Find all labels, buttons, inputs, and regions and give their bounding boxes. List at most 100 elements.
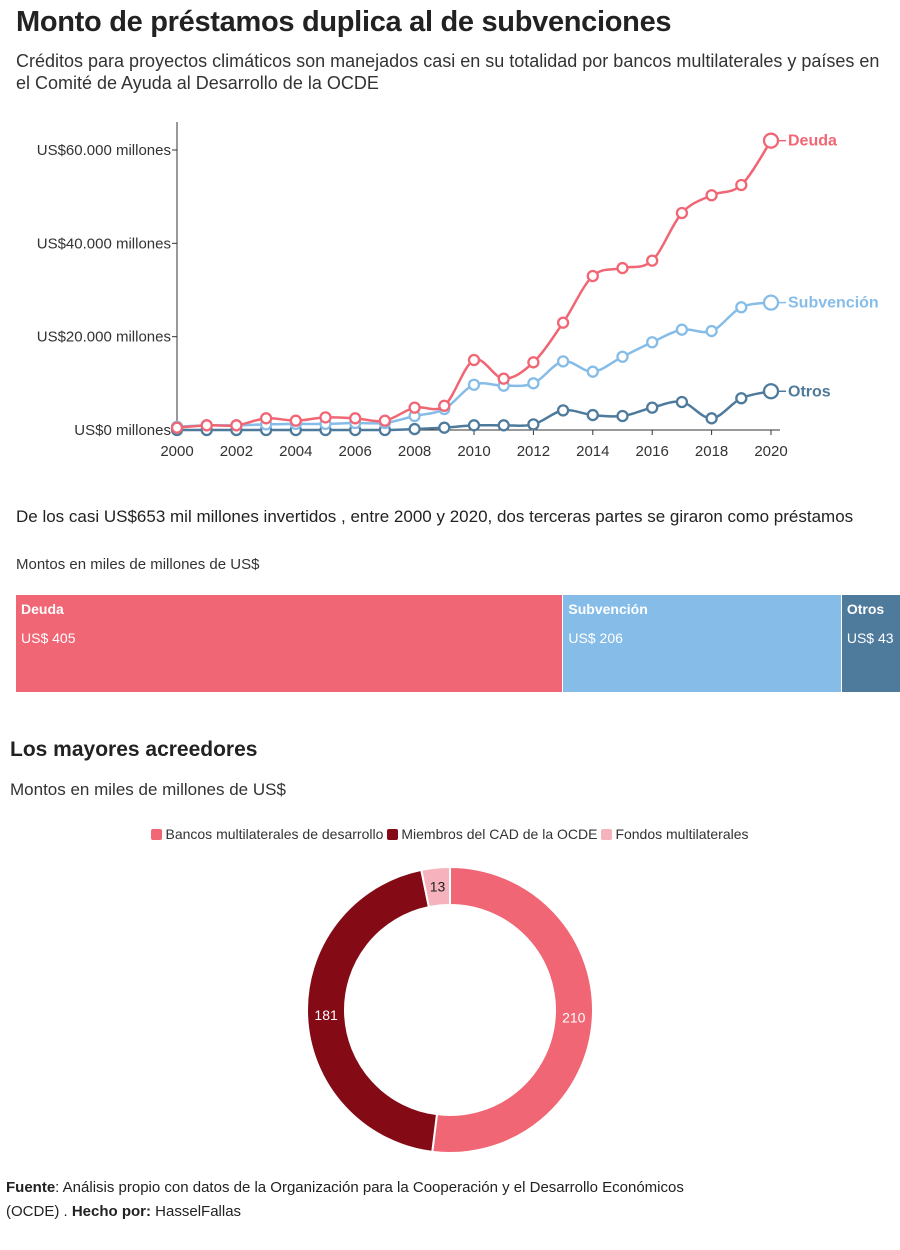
data-point-deuda [319, 411, 332, 424]
page-subtitle: Créditos para proyectos climáticos son m… [16, 51, 880, 93]
data-point-otros [497, 419, 510, 432]
legend-swatch [601, 829, 613, 840]
segment-label: Subvención [568, 601, 648, 617]
x-tick-label: 2018 [695, 443, 728, 460]
stack-segment-deuda: Deuda US$ 405 [16, 595, 564, 692]
data-point-deuda [762, 132, 780, 149]
donut-slice-bancos-multilaterales-de-desarrollo [431, 865, 594, 1154]
x-tick-label: 2016 [636, 443, 669, 460]
y-tick-label: US$20.000 millones [37, 329, 171, 346]
series-subvencion: Subvención [170, 294, 879, 433]
data-point-subvencion [762, 294, 780, 311]
donut-slice-fondos-multilaterales [420, 865, 451, 909]
y-tick-label: US$40.000 millones [37, 235, 171, 252]
legend-item-miembros-del-cad-de-la-ocde: Miembros del CAD de la OCDE [387, 826, 597, 842]
data-point-otros [675, 395, 689, 409]
data-point-subvencion [556, 355, 570, 368]
legend-item-bancos-multilaterales-de-desarrollo: Bancos multilaterales de desarrollo [151, 826, 383, 842]
data-point-subvencion [705, 324, 718, 338]
data-point-deuda [467, 353, 481, 367]
donut-value-label: 181 [314, 1007, 338, 1023]
donut-value-label: 210 [562, 1010, 586, 1026]
legend-swatch [387, 829, 399, 840]
stack-segment-subvencion: Subvención US$ 206 [563, 595, 842, 692]
data-point-otros [556, 404, 570, 417]
segment-label: Otros [846, 601, 885, 617]
legend-item-fondos-multilaterales: Fondos multilaterales [601, 826, 749, 842]
data-point-deuda [497, 372, 510, 385]
data-point-otros [616, 409, 629, 423]
data-point-otros [735, 392, 748, 405]
legend-label: Miembros del CAD de la OCDE [401, 826, 598, 842]
x-tick-label: 2020 [754, 443, 787, 460]
data-point-deuda [675, 206, 689, 220]
data-point-deuda [735, 178, 748, 192]
x-tick-label: 2000 [160, 443, 193, 460]
data-point-otros [408, 422, 421, 436]
data-point-deuda [349, 412, 362, 425]
data-point-subvencion [735, 301, 748, 314]
legend-label: Bancos multilaterales de desarrollo [165, 826, 384, 842]
data-point-deuda [527, 356, 540, 369]
data-point-otros [762, 383, 780, 400]
donut-value-label: 13 [430, 879, 446, 895]
source-note: Fuente: Análisis propio con datos de la … [6, 1176, 706, 1224]
stacked-bar-title: De los casi US$653 mil millones invertid… [16, 507, 854, 526]
data-point-deuda [289, 414, 302, 427]
line-chart: US$0 millones US$20.000 millones US$40.000… [37, 122, 879, 460]
data-point-deuda [378, 414, 392, 427]
data-point-deuda [200, 419, 213, 432]
y-tick-label: US$0 millones [74, 422, 171, 439]
segment-value: US$ 405 [21, 630, 76, 646]
series-otros: Otros [170, 383, 831, 437]
x-tick-label: 2008 [398, 443, 431, 460]
data-point-otros [527, 418, 540, 431]
data-point-deuda [259, 412, 273, 425]
donut-slice-miembros-del-cad-de-la-ocde [306, 868, 439, 1154]
donut-chart: 210 181 13 [306, 865, 594, 1154]
data-point-deuda [170, 421, 184, 434]
data-point-deuda [646, 254, 659, 267]
y-tick-label: US$60.000 millones [37, 142, 171, 159]
segment-value: US$ 43 [846, 630, 894, 646]
x-tick-label: 2006 [339, 443, 372, 460]
data-point-deuda [438, 399, 451, 412]
legend-swatch [151, 829, 163, 840]
x-tick-label: 2014 [576, 443, 609, 460]
data-point-otros [586, 408, 599, 422]
stacked-bar-subtitle: Montos en miles de millones de US$ [16, 556, 260, 573]
source-label: Fuente [6, 1179, 56, 1196]
stack-segment-otros: Otros US$ 43 [841, 595, 900, 692]
data-point-subvencion [467, 378, 481, 391]
stacked-bar-chart: Deuda US$ 405 Subvención US$ 206 Otros US$ 43 [16, 595, 900, 692]
series-deuda: Deuda [170, 132, 837, 434]
data-point-otros [467, 419, 481, 432]
data-point-deuda [616, 261, 629, 275]
x-tick-label: 2012 [517, 443, 550, 460]
source-text: : Análisis propio con datos de la Organi… [6, 1179, 684, 1220]
data-point-otros [438, 421, 451, 434]
donut-subtitle: Montos en miles de millones de US$ [10, 780, 286, 799]
data-point-deuda [556, 316, 570, 329]
data-point-subvencion [675, 323, 689, 336]
x-tick-label: 2002 [220, 443, 253, 460]
made-by-value: HasselFallas [151, 1203, 242, 1220]
donut-title: Los mayores acreedores [10, 738, 258, 761]
legend-label: Fondos multilaterales [615, 826, 749, 842]
data-point-subvencion [586, 365, 599, 378]
data-point-otros [705, 412, 718, 425]
series-label-otros: Otros [788, 383, 831, 400]
made-by-label: Hecho por: [71, 1203, 152, 1220]
data-point-deuda [408, 401, 421, 414]
data-point-deuda [705, 189, 718, 202]
series-label-subvencion: Subvención [788, 295, 879, 312]
data-point-subvencion [646, 336, 659, 349]
data-point-otros [646, 401, 659, 414]
data-point-subvencion [527, 377, 540, 390]
x-tick-label: 2004 [279, 443, 312, 460]
data-point-deuda [586, 269, 599, 283]
x-tick-label: 2010 [457, 443, 490, 460]
data-point-subvencion [616, 350, 629, 363]
series-label-deuda: Deuda [788, 133, 837, 150]
segment-label: Deuda [21, 601, 64, 617]
